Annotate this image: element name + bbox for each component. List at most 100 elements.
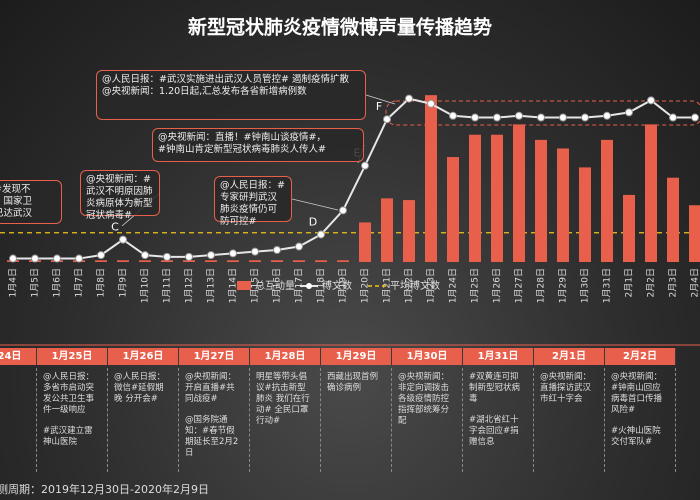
bar [249,260,261,262]
x-tick-label: 1月26日 [492,268,503,303]
line-point [537,113,545,122]
line-point [515,111,523,120]
x-tick-label: 1月10日 [140,268,151,303]
line-point [361,161,369,170]
timeline-cell: 明星等带头倡议#抗击新型肺炎 我们在行动# 全民口罩行动# [250,368,321,472]
x-tick-label: 2月4日 [690,268,700,297]
line-point [31,254,39,263]
line-point [691,113,699,122]
timeline-item: @人民日报：多省市启动突发公共卫生事件一级响应 [43,372,95,415]
x-tick-label: 1月8日 [96,268,107,297]
x-tick-label: 1月19日 [338,268,349,303]
timeline-item: @人民日报：微信#延假期 晚 分开会# [114,372,166,404]
bar [667,177,679,262]
line-point [647,96,655,105]
line-point [559,113,567,122]
line-point [119,235,127,244]
timeline-cell: @人民日报：微信#延假期 晚 分开会# [108,368,179,472]
x-tick-label: 1月14日 [228,268,239,303]
bar [227,260,239,262]
bar [205,260,217,262]
timeline-item: 明星等带头倡议#抗击新型肺炎 我们在行动# 全民口罩行动# [256,372,310,426]
x-tick-label: 1月20日 [360,268,371,303]
x-tick-label: 1月24日 [448,268,459,303]
x-tick-label: 1月13日 [206,268,217,303]
x-tick-label: 1月9日 [118,268,129,297]
x-tick-label: 1月30日 [580,268,591,303]
timeline-cell: @央视新闻：#钟南山回应病毒首口传播风险# #火神山医院交付军队# [605,368,676,472]
bar [337,260,349,262]
annotation-text: @人民日报：#专家研判武汉肺炎疫情仍可防可控# [220,180,285,227]
bar [645,124,657,263]
legend: 总互动量 博文数 平均博文数 [237,279,440,292]
point-label: D [309,215,317,228]
annotation-text: @人民日报：#武汉实施进出武汉人员管控# 遏制疫情扩散 [102,74,349,85]
bar [425,95,437,262]
annotation: @人民日报：#专家研判武汉肺炎疫情仍可防可控# [214,176,292,227]
line-point [273,245,281,254]
x-tick-label: 2月1日 [624,268,635,297]
line-point [449,111,457,120]
bar [293,260,305,262]
line-point [493,113,501,122]
x-tick-label: 2月2日 [646,268,657,297]
line-point [669,113,677,122]
line-point [603,111,611,120]
line-point [75,254,83,263]
line-point [53,254,61,263]
bar [271,260,283,262]
bar [623,194,635,262]
timeline-item: #双黄连可抑制新型冠状病毒 [469,372,521,404]
legend-label: 总互动量 [255,279,295,292]
annotation-text: #发现不 [0,184,31,195]
annotation: #发现不，国家卫已达武汉 [0,180,62,224]
bar [469,134,481,262]
timeline-item: #湖 [0,393,30,404]
bar [601,139,613,262]
line-point [251,247,259,256]
line-point [317,230,325,239]
bar [359,222,371,262]
x-tick-label: 1月22日 [404,268,415,303]
timeline-cell: @央视新闻：直播探访武汉市红十字会 [534,368,605,472]
timeline-item: @央视新闻：直播探访武汉市红十字会 [540,372,592,404]
x-tick-label: 1月11日 [162,268,173,303]
x-tick-label: 1月7日 [74,268,85,297]
bar [557,148,569,262]
line-point [9,254,17,263]
annotation-text: ，国家卫 [0,196,33,207]
bar [689,205,700,262]
timeline-cell: 西藏出现首例确诊病例 [321,368,392,472]
x-tick-label: 1月6日 [52,268,63,297]
x-tick-label: 1月31日 [602,268,613,303]
line-point [625,108,633,117]
timeline-cell: @央视新闻：开启直播#共同战疫# @国务院通知：#春节假期延长至2月2日 [179,368,250,472]
line-point [229,249,237,258]
timeline-item: #火神山医院交付军队# [611,426,661,447]
timeline-date: 1月27日 [179,348,250,365]
x-tick-label: 1月18日 [316,268,327,303]
line-point [141,251,149,260]
annotation-text: @央视新闻：#武汉不明原因肺炎病原体为新型冠状病毒# [86,174,153,221]
annotation: @人民日报：#武汉实施进出武汉人员管控# 遏制疫情扩散 @央视新闻：1.20日起,… [96,70,366,120]
timeline-item: @央视新闻：#钟南山回应病毒首口传播风险# [611,372,663,415]
timeline-date: 1月28日 [250,348,321,365]
line-point [97,251,105,260]
annotation: @央视新闻：直播！#钟南山谈疫情#， #钟南山肯定新型冠状病毒肺炎人传人# [152,128,364,162]
x-tick-label: 1月29日 [558,268,569,303]
line-point [207,251,215,260]
timeline-item: @国务院通知：#春节假期延长至2月2日 [185,415,239,458]
bar [403,200,415,262]
timeline-item: 报：# [0,372,30,383]
legend-label: 平均博文数 [390,279,440,292]
line-point [295,242,303,251]
x-tick-label: 1月15日 [250,268,261,303]
timeline-date: 1月29日 [321,348,392,365]
timeline-date: 2月2日 [605,348,676,365]
timeline-item: 西藏出现首例确诊病例 [327,372,379,393]
annotation: @央视新闻：#武汉不明原因肺炎病原体为新型冠状病毒# [80,170,160,221]
timeline-item: #湖北省红十字会回应#捐赠信息 [469,415,519,447]
timeline-date: 1月30日 [392,348,463,365]
line-point [163,252,171,261]
